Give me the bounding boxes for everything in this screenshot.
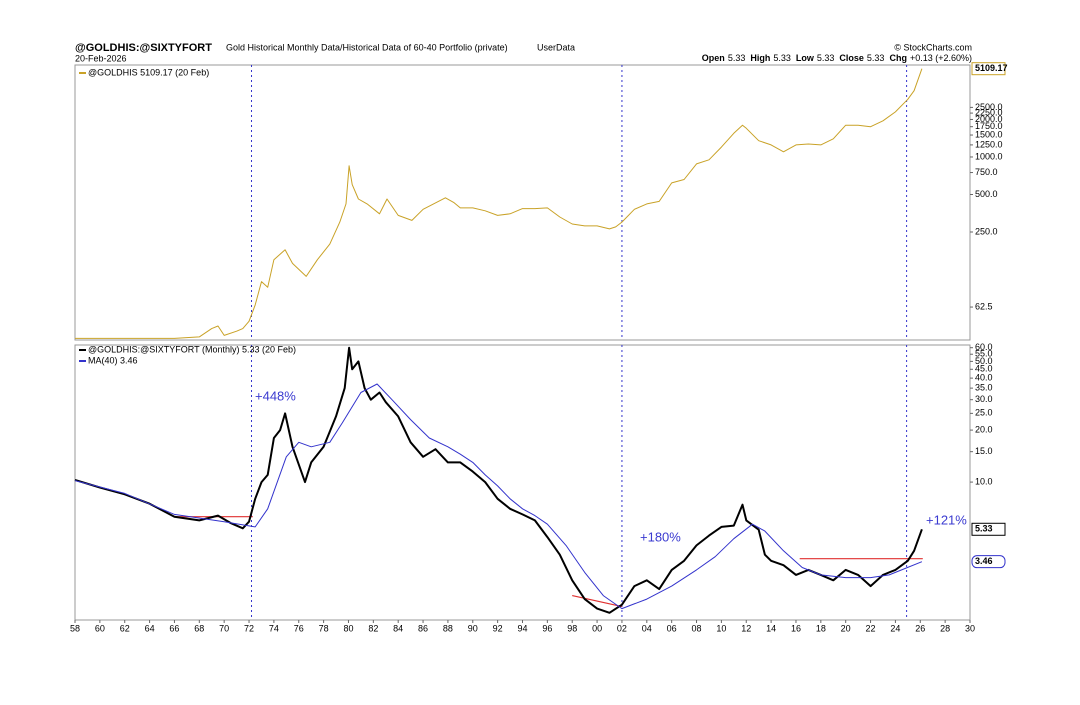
y-tick-label: 10.0 [975,476,993,486]
legend-label: @GOLDHIS 5109.17 (20 Feb) [88,67,209,77]
x-tick-label: 86 [418,623,428,633]
y-tick-label: 15.0 [975,446,993,456]
x-tick-label: 70 [219,623,229,633]
x-tick-label: 92 [493,623,503,633]
y-tick-label: 62.5 [975,301,993,311]
y-tick-label: 250.0 [975,226,998,236]
ohlc-label: Chg [889,53,907,63]
last-value-box [971,62,1006,76]
annotation: +448% [255,388,296,403]
x-tick-label: 24 [890,623,900,633]
legend-label: @GOLDHIS:@SIXTYFORT (Monthly) 5.33 (20 F… [88,344,296,354]
x-tick-label: 90 [468,623,478,633]
y-tick-label: 20.0 [975,424,993,434]
x-tick-label: 78 [319,623,329,633]
series-line [74,346,923,614]
y-tick-label: 2500.0 [975,102,1003,112]
y-tick-label: 1750.0 [975,121,1003,131]
x-tick-label: 82 [368,623,378,633]
panel-frame [74,64,971,341]
last-value-label: 5.33 [975,524,993,534]
x-tick-label: 28 [940,623,950,633]
ohlc-value: 5.33 [817,53,835,63]
header-subtitle: Gold Historical Monthly Data/Historical … [226,42,508,52]
x-tick-label: 68 [194,623,204,633]
last-value-box [971,555,1006,569]
ohlc-label: Low [796,53,815,63]
ohlc-label: High [750,53,770,63]
annotation: +180% [640,529,681,544]
x-tick-label: 18 [816,623,826,633]
y-tick-label: 750.0 [975,167,998,177]
ohlc-value: 5.33 [867,53,885,63]
y-tick-label: 25.0 [975,408,993,418]
header-credit: © StockCharts.com [894,42,972,52]
header-date: 20-Feb-2026 [75,53,127,63]
legend-label: MA(40) 3.46 [88,355,138,365]
x-tick-label: 22 [866,623,876,633]
y-tick-label: 60.0 [975,342,993,352]
annotation: +121% [926,512,967,527]
last-value-label: 5109.17 [975,63,1008,73]
x-tick-label: 10 [716,623,726,633]
x-tick-label: 30 [965,623,975,633]
y-tick-label: 55.0 [975,349,993,359]
y-tick-label: 1250.0 [975,139,1003,149]
last-value-label: 3.46 [975,556,993,566]
x-tick-label: 06 [667,623,677,633]
series-line [74,383,923,610]
y-tick-label: 1000.0 [975,151,1003,161]
last-value-box [971,522,1006,536]
x-tick-label: 02 [617,623,627,633]
x-tick-label: 98 [567,623,577,633]
support-line [572,595,623,608]
x-tick-label: 74 [269,623,279,633]
x-tick-label: 16 [791,623,801,633]
x-tick-label: 76 [294,623,304,633]
ohlc-value: +0.13 (+2.60%) [910,53,972,63]
ohlc-label: Open [702,53,725,63]
ohlc-value: 5.33 [773,53,791,63]
x-tick-label: 62 [120,623,130,633]
x-tick-label: 08 [692,623,702,633]
x-tick-label: 00 [592,623,602,633]
x-tick-label: 84 [393,623,403,633]
y-tick-label: 2250.0 [975,107,1003,117]
x-tick-label: 26 [915,623,925,633]
x-tick-label: 66 [169,623,179,633]
y-tick-label: 500.0 [975,189,998,199]
y-tick-label: 35.0 [975,383,993,393]
y-tick-label: 50.0 [975,356,993,366]
ohlc-value: 5.33 [728,53,746,63]
y-tick-label: 40.0 [975,372,993,382]
x-tick-label: 96 [542,623,552,633]
x-tick-label: 64 [145,623,155,633]
x-tick-label: 60 [95,623,105,633]
x-tick-label: 04 [642,623,652,633]
x-tick-label: 14 [766,623,776,633]
y-tick-label: 2000.0 [975,114,1003,124]
ohlc-line: Open 5.33 High 5.33 Low 5.33 Close 5.33 Chg +0.13… [702,53,972,63]
header-tag: UserData [537,42,575,52]
y-tick-label: 1500.0 [975,129,1003,139]
header-title: @GOLDHIS:@SIXTYFORT [75,42,212,54]
y-tick-label: 30.0 [975,394,993,404]
x-tick-label: 94 [517,623,527,633]
x-tick-label: 72 [244,623,254,633]
x-tick-label: 20 [841,623,851,633]
x-tick-label: 80 [343,623,353,633]
x-tick-label: 12 [741,623,751,633]
ohlc-label: Close [839,53,864,63]
series-line [75,68,923,339]
x-tick-label: 88 [443,623,453,633]
y-tick-label: 45.0 [975,364,993,374]
x-tick-label: 58 [70,623,80,633]
